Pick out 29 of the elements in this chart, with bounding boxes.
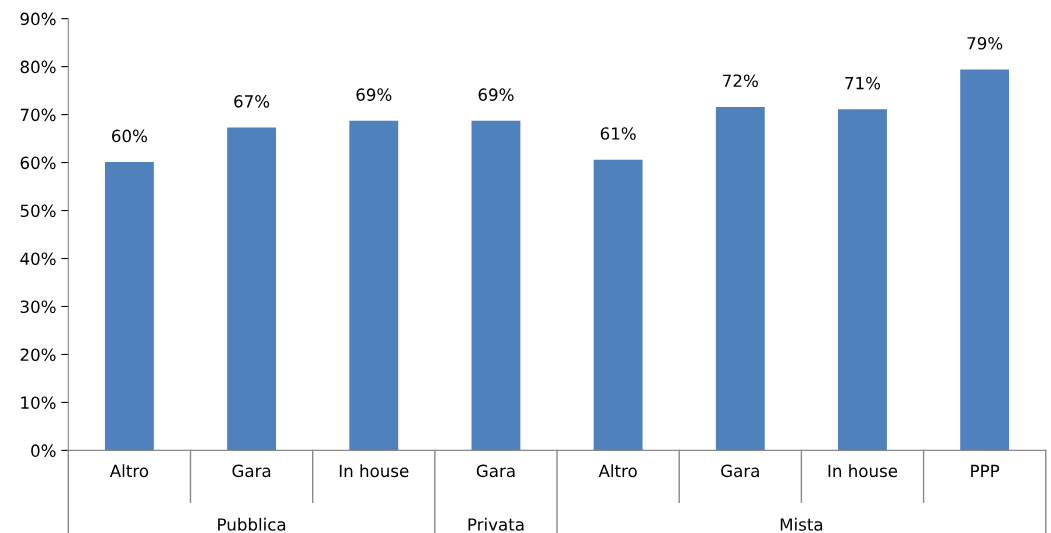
data-label: 61% [600,127,636,140]
y-tick-label: 90% [20,12,56,26]
x-tick-label: Gara [476,464,515,478]
y-tick-label: 20% [20,348,56,362]
x-tick-label: Altro [598,464,637,478]
y-tick-label: 10% [21,396,56,409]
data-label: 60% [112,129,148,143]
data-label: 69% [356,88,392,101]
y-tick-label: 40% [20,252,56,266]
x-tick-label: Gara [721,464,759,478]
text: Mista [780,517,823,531]
x-tick-label: Gara [232,464,271,478]
text: Pubblica [218,517,286,531]
x-tick-label: In house [339,464,409,478]
data-label: 72% [723,74,758,88]
y-tick-label: 70% [20,108,56,122]
y-tick-label: 30% [20,300,56,314]
x-tick-label: Altro [109,464,149,478]
y-tick-label: 60% [20,156,56,170]
y-tick-label: 50% [20,204,56,218]
text: Privata [468,517,524,531]
y-tick-label: 80% [20,60,56,74]
data-label: 79% [967,37,1003,50]
x-tick-label: In house [828,464,898,478]
y-tick-label: 0% [31,444,56,457]
data-label: 71% [845,76,881,90]
data-label: 69% [478,88,514,101]
x-tick-label: PPP [971,464,1000,477]
data-label: 67% [234,95,270,108]
